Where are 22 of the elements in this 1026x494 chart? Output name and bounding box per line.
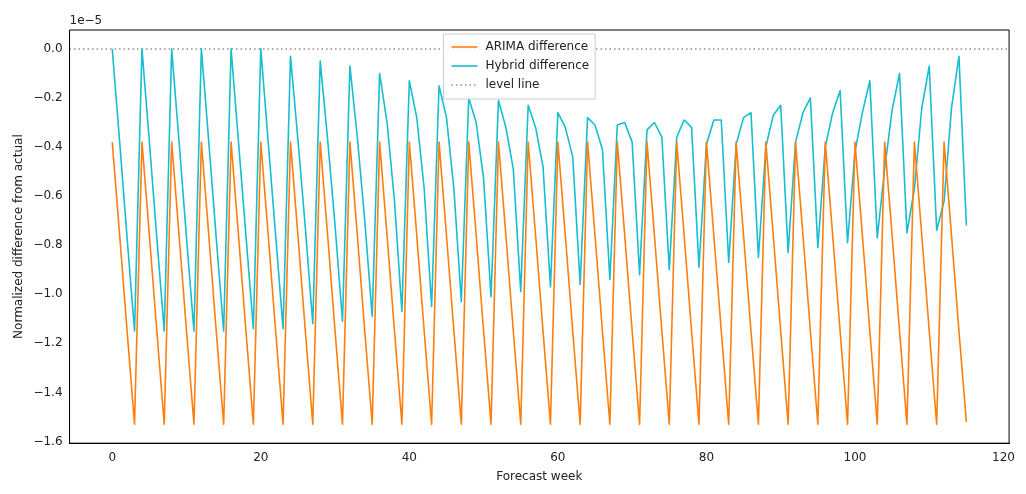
x-axis-title: Forecast week [496, 468, 583, 483]
x-tick-label: 40 [401, 449, 417, 464]
legend-label: level line [485, 77, 540, 92]
y-tick-label: −1.4 [33, 384, 63, 399]
y-tick-label: −1.6 [33, 433, 63, 448]
x-tick-label: 120 [992, 449, 1015, 464]
y-tick-label: −0.2 [33, 90, 63, 105]
x-tick-label: 80 [698, 449, 715, 464]
text: 1e−5 [69, 13, 103, 28]
x-tick-label: 100 [843, 449, 867, 464]
y-tick-label: −1.2 [33, 335, 63, 350]
y-tick-label: −1.0 [33, 286, 63, 301]
y-tick-label: 0.0 [43, 41, 63, 56]
y-axis-title: Normalized difference from actual [11, 134, 26, 339]
x-tick-label: 60 [550, 449, 566, 464]
y-tick-label: −0.8 [33, 237, 63, 252]
x-tick-label: 20 [253, 449, 269, 464]
x-tick-label: 0 [108, 449, 117, 464]
legend-label: ARIMA difference [485, 39, 589, 54]
y-tick-label: −0.6 [33, 188, 63, 203]
y-tick-label: −0.4 [33, 139, 63, 154]
legend-label: Hybrid difference [485, 58, 590, 73]
